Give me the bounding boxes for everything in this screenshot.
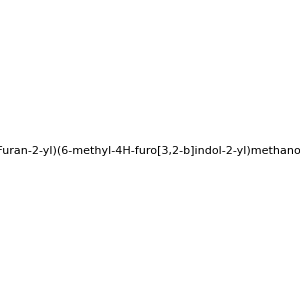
- Text: (Furan-2-yl)(6-methyl-4H-furo[3,2-b]indol-2-yl)methanone: (Furan-2-yl)(6-methyl-4H-furo[3,2-b]indo…: [0, 146, 300, 157]
